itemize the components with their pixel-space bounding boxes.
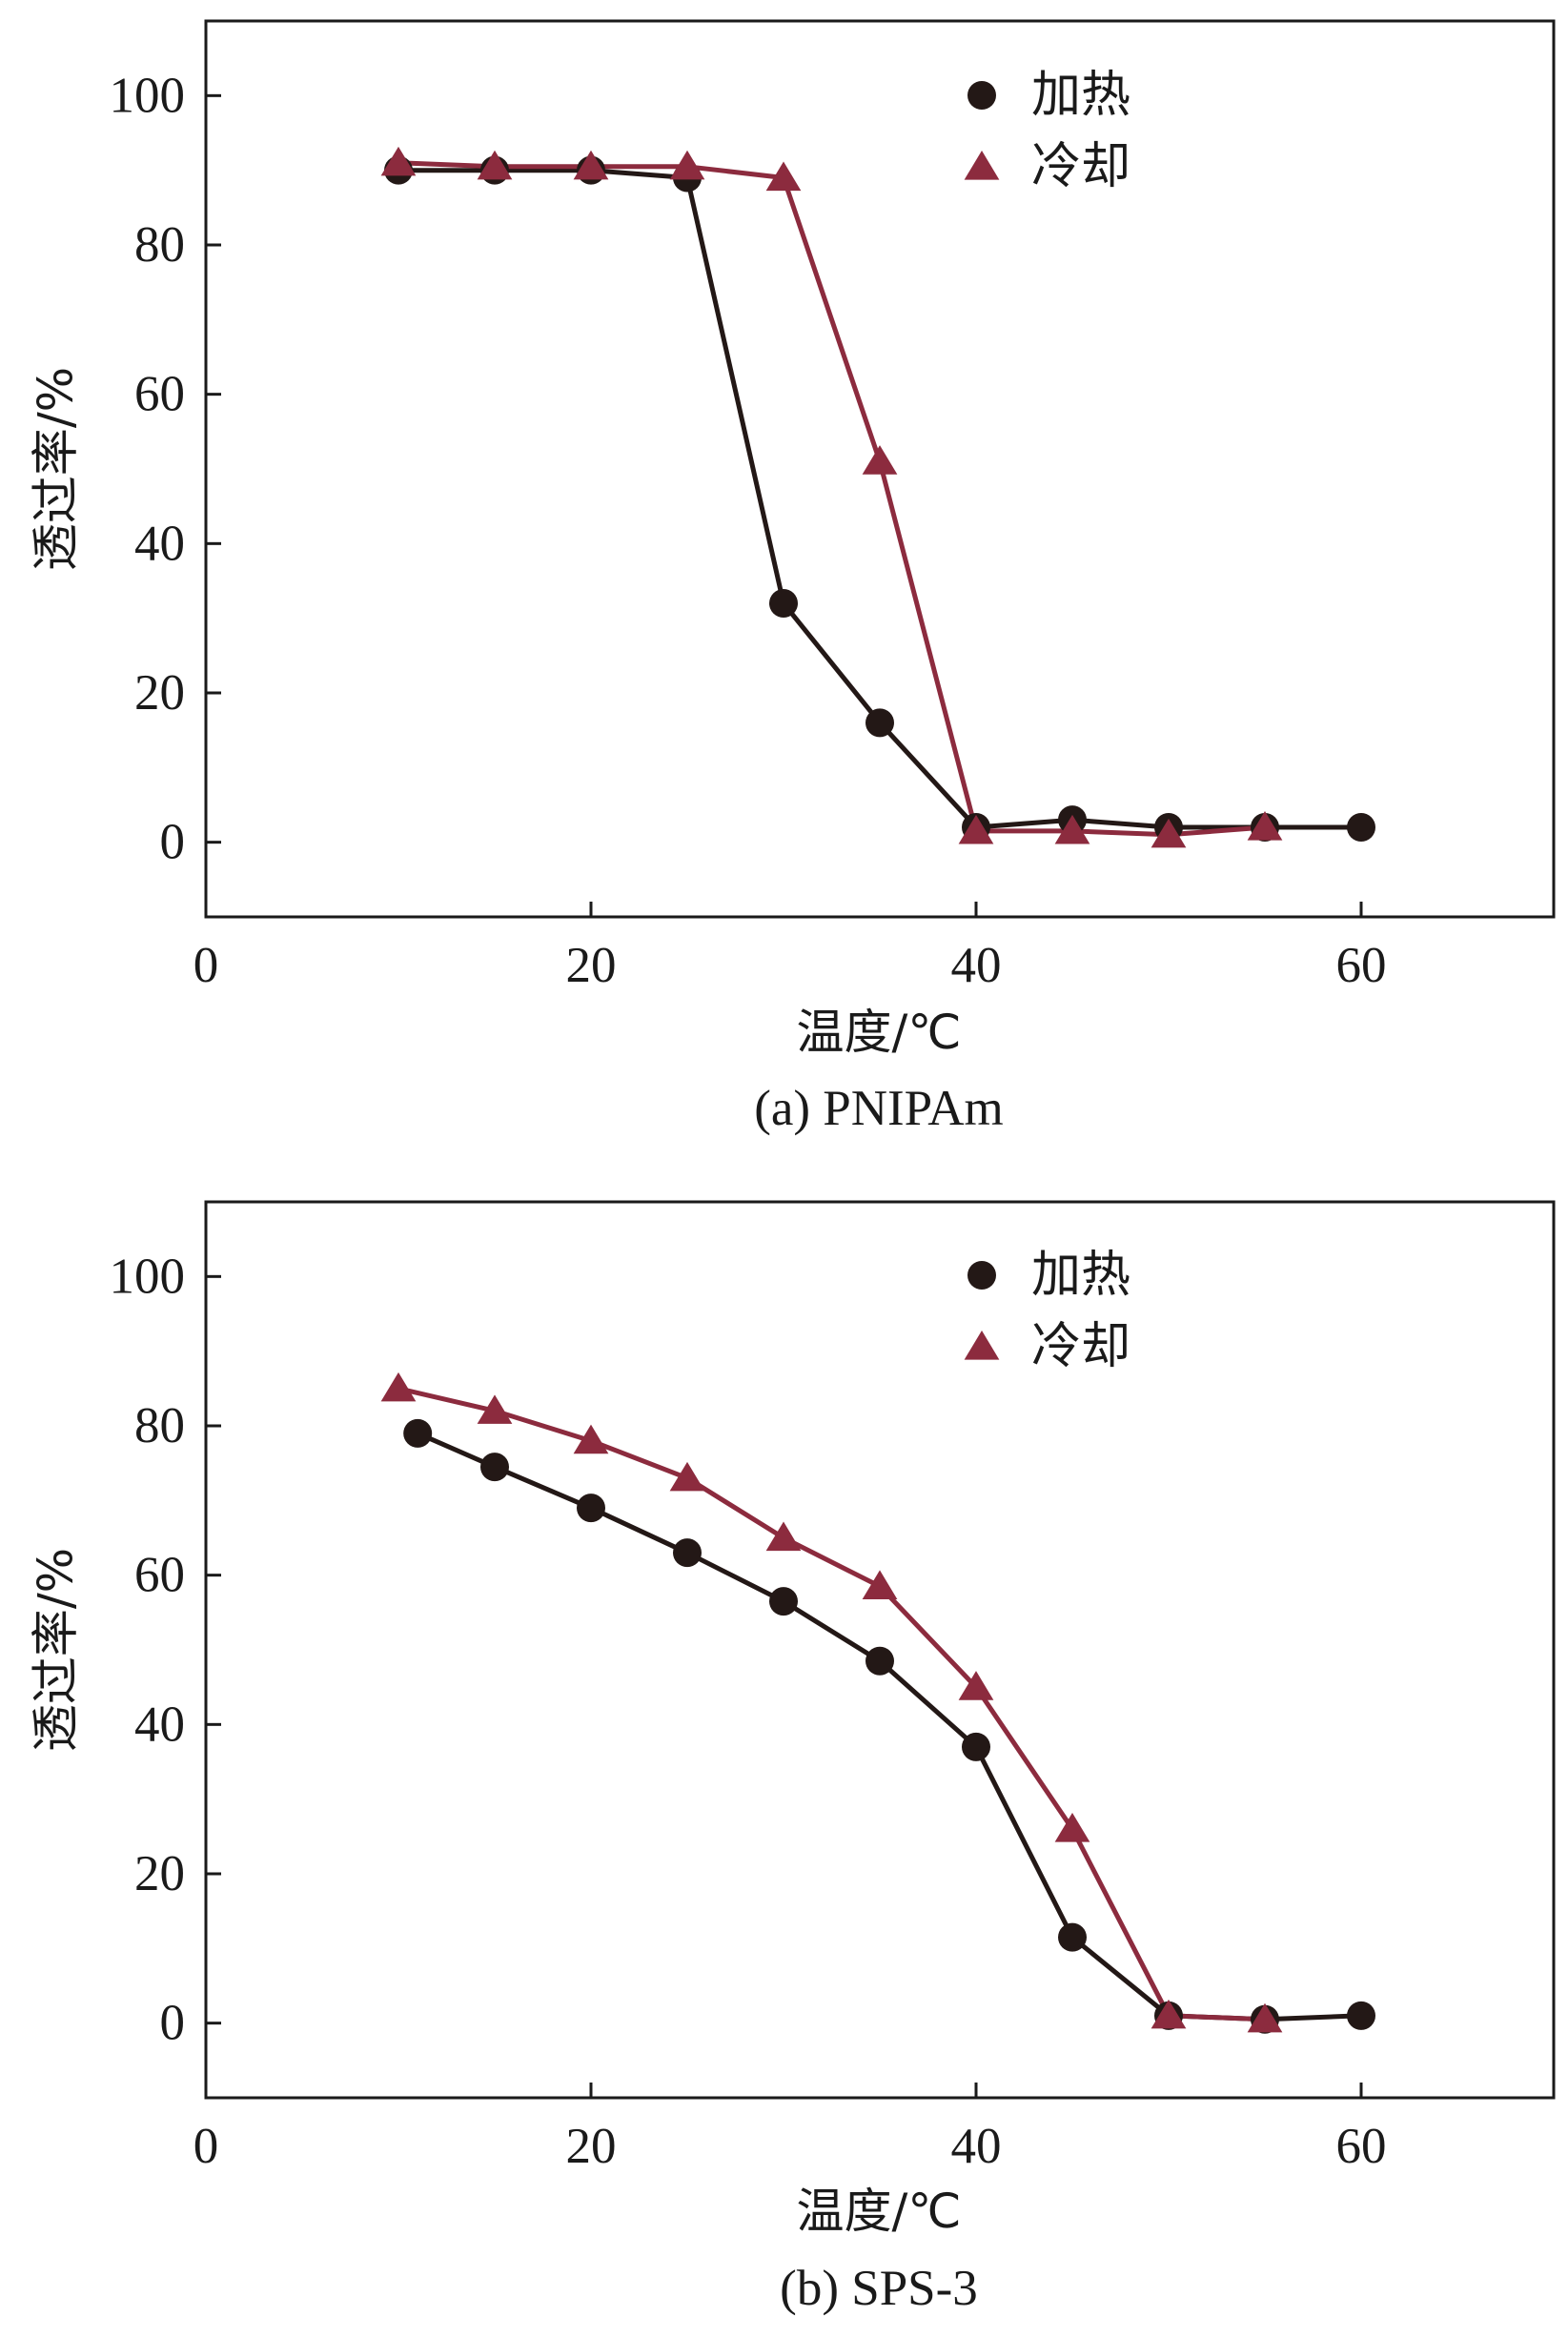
cooling-data-point — [573, 1424, 609, 1454]
series-markers — [380, 146, 1375, 848]
heating-data-point — [769, 589, 798, 618]
cooling-data-point — [862, 1570, 898, 1600]
cooling-series-line — [397, 1386, 1266, 2022]
cooling-data-point — [477, 1394, 513, 1424]
legend-cooling-label: 冷却 — [1031, 1318, 1130, 1375]
y-tick-label: 40 — [134, 516, 185, 571]
cooling-data-point — [1247, 2002, 1283, 2033]
cooling-data-point — [862, 445, 898, 475]
cooling-series-line — [397, 160, 1266, 838]
x-axis-label: 温度/℃ — [797, 1005, 962, 1060]
legend-heating-marker — [967, 1261, 996, 1290]
x-tick-label: 20 — [566, 2119, 617, 2174]
heating-data-point — [865, 708, 894, 738]
heating-data-point — [1347, 813, 1375, 842]
heating-data-point — [962, 1732, 990, 1761]
cooling-data-point — [958, 1671, 994, 1700]
heating-data-point — [1058, 1922, 1087, 1952]
heating-data-point — [403, 1418, 433, 1448]
legend-cooling-marker — [964, 1331, 1000, 1360]
heating-data-point — [865, 1646, 894, 1676]
panel-caption: (b) SPS-3 — [780, 2261, 978, 2316]
y-tick-label: 60 — [134, 1548, 185, 1603]
cooling-data-point — [1151, 1999, 1187, 2029]
cooling-data-point — [765, 1521, 802, 1552]
x-tick-label: 0 — [193, 2119, 219, 2174]
x-tick-label: 60 — [1336, 2119, 1387, 2174]
heating-data-point — [769, 1587, 798, 1616]
x-tick-label: 40 — [951, 2119, 1002, 2174]
plot-frame — [204, 1200, 1556, 2100]
x-axis-label: 温度/℃ — [797, 2184, 962, 2239]
y-tick-label: 80 — [134, 1398, 185, 1453]
plot-frame — [204, 19, 1556, 919]
x-tick-label: 20 — [566, 938, 617, 993]
y-tick-label: 20 — [134, 1846, 185, 1901]
heating-data-point — [1347, 2001, 1375, 2030]
y-tick-label: 40 — [134, 1697, 185, 1752]
heating-data-point — [480, 1453, 509, 1482]
y-tick-label: 0 — [160, 1996, 186, 2051]
cooling-data-point — [669, 150, 705, 180]
y-axis-label: 透过率/% — [29, 367, 84, 571]
y-tick-label: 60 — [134, 367, 185, 422]
cooling-data-point — [765, 161, 802, 192]
cooling-data-point — [573, 150, 609, 180]
cooling-data-point — [1151, 818, 1187, 848]
cooling-data-point — [1054, 1813, 1090, 1842]
x-tick-label: 60 — [1336, 938, 1387, 993]
x-ticks: 0 20 40 60 — [193, 902, 1387, 993]
cooling-data-point — [477, 150, 513, 180]
cooling-data-point — [380, 1372, 417, 1402]
y-ticks: 0 20 40 60 80 100 — [110, 1249, 221, 2051]
y-tick-label: 20 — [134, 665, 185, 721]
cooling-data-point — [958, 814, 994, 844]
legend-heating-label: 加热 — [1031, 67, 1130, 124]
cooling-data-point — [1247, 811, 1283, 841]
legend-cooling-label: 冷却 — [1031, 138, 1130, 195]
y-tick-label: 100 — [110, 68, 186, 123]
x-tick-label: 0 — [193, 938, 219, 993]
y-ticks: 0 20 40 60 80 100 — [110, 68, 221, 870]
cooling-data-point — [669, 1461, 705, 1492]
series-markers — [380, 1372, 1375, 2034]
y-tick-label: 100 — [110, 1249, 186, 1304]
heating-data-point — [577, 1494, 605, 1523]
panel-caption: (a) PNIPAm — [754, 1081, 1004, 1136]
heating-data-point — [673, 1538, 702, 1568]
y-tick-label: 0 — [160, 815, 186, 870]
y-axis-label: 透过率/% — [29, 1548, 84, 1752]
x-ticks: 0 20 40 60 — [193, 2083, 1387, 2174]
y-tick-label: 80 — [134, 217, 185, 273]
legend-heating-marker — [967, 81, 996, 110]
cooling-data-point — [380, 146, 417, 176]
legend-heating-label: 加热 — [1031, 1247, 1130, 1304]
legend-cooling-marker — [964, 151, 1000, 180]
x-tick-label: 40 — [951, 938, 1002, 993]
cooling-data-point — [1054, 814, 1090, 844]
